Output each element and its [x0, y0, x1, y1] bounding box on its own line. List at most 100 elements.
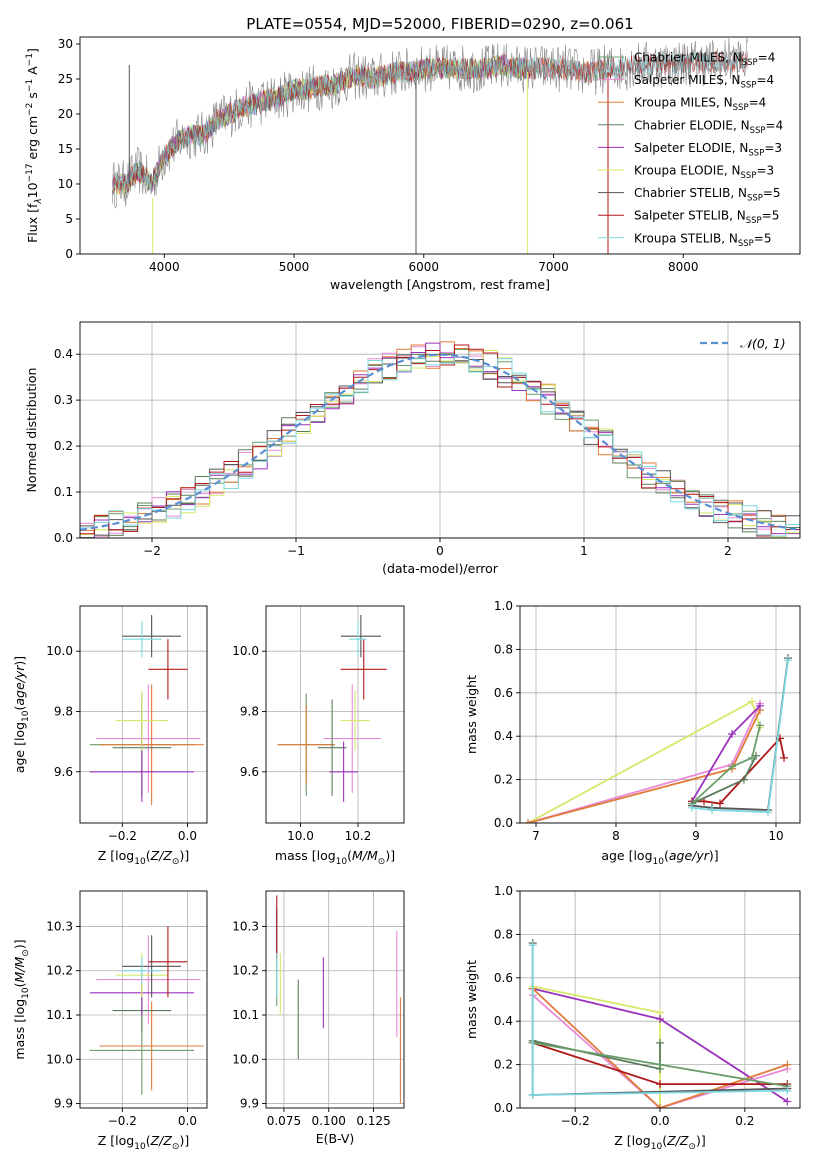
histogram-step — [80, 349, 800, 538]
mass-weight-marker — [528, 941, 537, 950]
mass-weight-marker — [756, 701, 764, 710]
legend-subscript: SSP — [741, 171, 757, 181]
y-tick-label: 0.0 — [494, 1101, 513, 1115]
label-italic: age/yr — [669, 848, 710, 863]
label-part: ( — [664, 848, 669, 863]
mass-weight-marker — [716, 799, 724, 808]
y-tick-label: 10.3 — [46, 919, 73, 933]
legend-count: =4 — [758, 51, 776, 65]
axes-frame — [79, 605, 208, 824]
y-tick-label: 25 — [58, 72, 73, 86]
mass-weight-marker — [748, 697, 756, 706]
mass-weight-line — [691, 725, 761, 805]
x-tick-label: 6000 — [409, 260, 440, 274]
label-part: ( — [146, 848, 151, 863]
y-tick-label: 9.9 — [54, 1097, 73, 1111]
label-part: ( — [347, 848, 352, 863]
axes: 4000 5000 6000 7000 8000 0 5 10 15 20 25 30 Chabrier… — [25, 36, 801, 292]
x-tick-label: 0.0 — [178, 829, 197, 843]
label-part: Z [log — [98, 848, 134, 863]
y-tick-label: 0.2 — [494, 773, 513, 787]
x-tick-label: 10.0 — [287, 829, 314, 843]
legend-entry: Salpeter MILES, NSSP=4 — [634, 73, 774, 91]
x-tick-label: 9 — [692, 829, 700, 843]
legend-model: Kroupa STELIB, N — [634, 231, 738, 245]
legend-subscript: SSP — [748, 148, 764, 158]
legend-subscript: SSP — [747, 194, 763, 204]
label-subscript: ⊙ — [688, 1142, 696, 1152]
legend: 𝒩(0, 1) — [700, 336, 786, 351]
label-italic: M/M — [352, 848, 378, 863]
label-part: s — [25, 92, 40, 103]
mass-weight-marker — [524, 819, 532, 823]
mass-weight-marker — [756, 721, 764, 730]
residual-histogram-plot: −2 −1 0 1 2 0.0 0.1 0.2 0.3 0.4 𝒩(0, 1) (data-model… — [24, 321, 801, 576]
y-tick-label: 10.2 — [232, 964, 259, 978]
gaussian-curve — [80, 353, 800, 531]
mass-weight-marker — [780, 753, 788, 762]
x-axis-label: Z [log10(Z/Z⊙)] — [98, 848, 189, 867]
x-tick-label: 7000 — [538, 260, 569, 274]
label-italic: Z/Z — [150, 1133, 173, 1148]
axes: 10.0 10.2 9.6 9.8 10.0 mass [log10(M/M⊙)] — [232, 605, 405, 867]
legend-model: Chabrier STELIB, N — [634, 186, 747, 200]
y-tick-label: 0.1 — [54, 485, 73, 499]
mass-weight-marker — [656, 1015, 664, 1024]
label-part: )] — [179, 1133, 189, 1148]
y-tick-label: 0.4 — [494, 729, 513, 743]
y-tick-label: 10.0 — [46, 1052, 73, 1066]
y-tick-label: 9.6 — [240, 765, 259, 779]
y-tick-label: 10.1 — [232, 1008, 259, 1022]
plot-area — [277, 615, 387, 802]
label-part: )] — [12, 939, 27, 949]
mass-weight-line — [691, 660, 789, 814]
y-tick-label: 9.6 — [54, 765, 73, 779]
legend-count: =4 — [749, 96, 767, 110]
x-tick-label: 0.0 — [178, 1114, 197, 1128]
y-tick-label: 9.9 — [240, 1097, 259, 1111]
legend-count: =5 — [763, 186, 781, 200]
y-tick-label: 20 — [58, 107, 73, 121]
legend-subscript: SSP — [750, 126, 766, 136]
label-superscript: −1 — [25, 53, 35, 66]
label-subscript: λ — [34, 198, 44, 204]
label-italic: age/yr — [12, 665, 27, 706]
mass-weight-marker — [728, 730, 736, 739]
legend-count: =3 — [756, 164, 774, 178]
x-axis-label: age [log10(age/yr)] — [601, 848, 718, 867]
x-tick-label: 10.2 — [345, 829, 372, 843]
label-subscript: 10 — [651, 1142, 663, 1152]
mass-weight-marker — [783, 1060, 792, 1069]
axes: −0.2 0.09.69.810.0Z [log10(Z/Z⊙)]age [log… — [12, 605, 208, 867]
legend-entry: Kroupa ELODIE, NSSP=3 — [634, 164, 774, 182]
x-axis-label: mass [log10(M/M⊙)] — [275, 848, 395, 867]
plot-area — [112, 37, 748, 254]
axes: −2 −1 0 1 2 0.0 0.1 0.2 0.3 0.4 𝒩(0, 1) (data-model… — [24, 321, 801, 576]
mass-weight-marker — [783, 1086, 792, 1095]
y-axis-label: Flux [fλ10−17 erg cm−2 s−1 A−1] — [25, 48, 44, 243]
mass-weight-marker — [528, 1090, 537, 1099]
mass-weight-marker — [748, 753, 756, 762]
label-part: ] — [25, 48, 40, 53]
x-tick-label: 0.0 — [650, 1114, 669, 1128]
legend-model: Kroupa ELODIE, N — [634, 164, 741, 178]
label-part: )] — [12, 656, 27, 666]
x-tick-label: 5000 — [279, 260, 310, 274]
x-tick-label: −0.2 — [108, 829, 137, 843]
legend-count: =3 — [764, 141, 782, 155]
histogram-step — [80, 342, 800, 538]
legend-subscript: SSP — [742, 58, 758, 68]
label-subscript: ⊙ — [172, 1142, 180, 1152]
y-tick-label: 10.1 — [46, 1008, 73, 1022]
mass-weight-marker — [708, 805, 716, 814]
axes-frame — [265, 605, 405, 824]
legend-model: Salpeter MILES, N — [634, 73, 741, 87]
label-subscript: ⊙ — [378, 857, 386, 867]
plot-area — [89, 615, 204, 805]
x-axis-label: Z [log10(Z/Z⊙)] — [98, 1133, 189, 1152]
y-tick-label: 0.8 — [494, 927, 513, 941]
label-superscript: −2 — [25, 103, 35, 116]
legend-count: =4 — [756, 73, 774, 87]
label-part: ( — [146, 1133, 151, 1148]
x-tick-label: −1 — [287, 544, 305, 558]
